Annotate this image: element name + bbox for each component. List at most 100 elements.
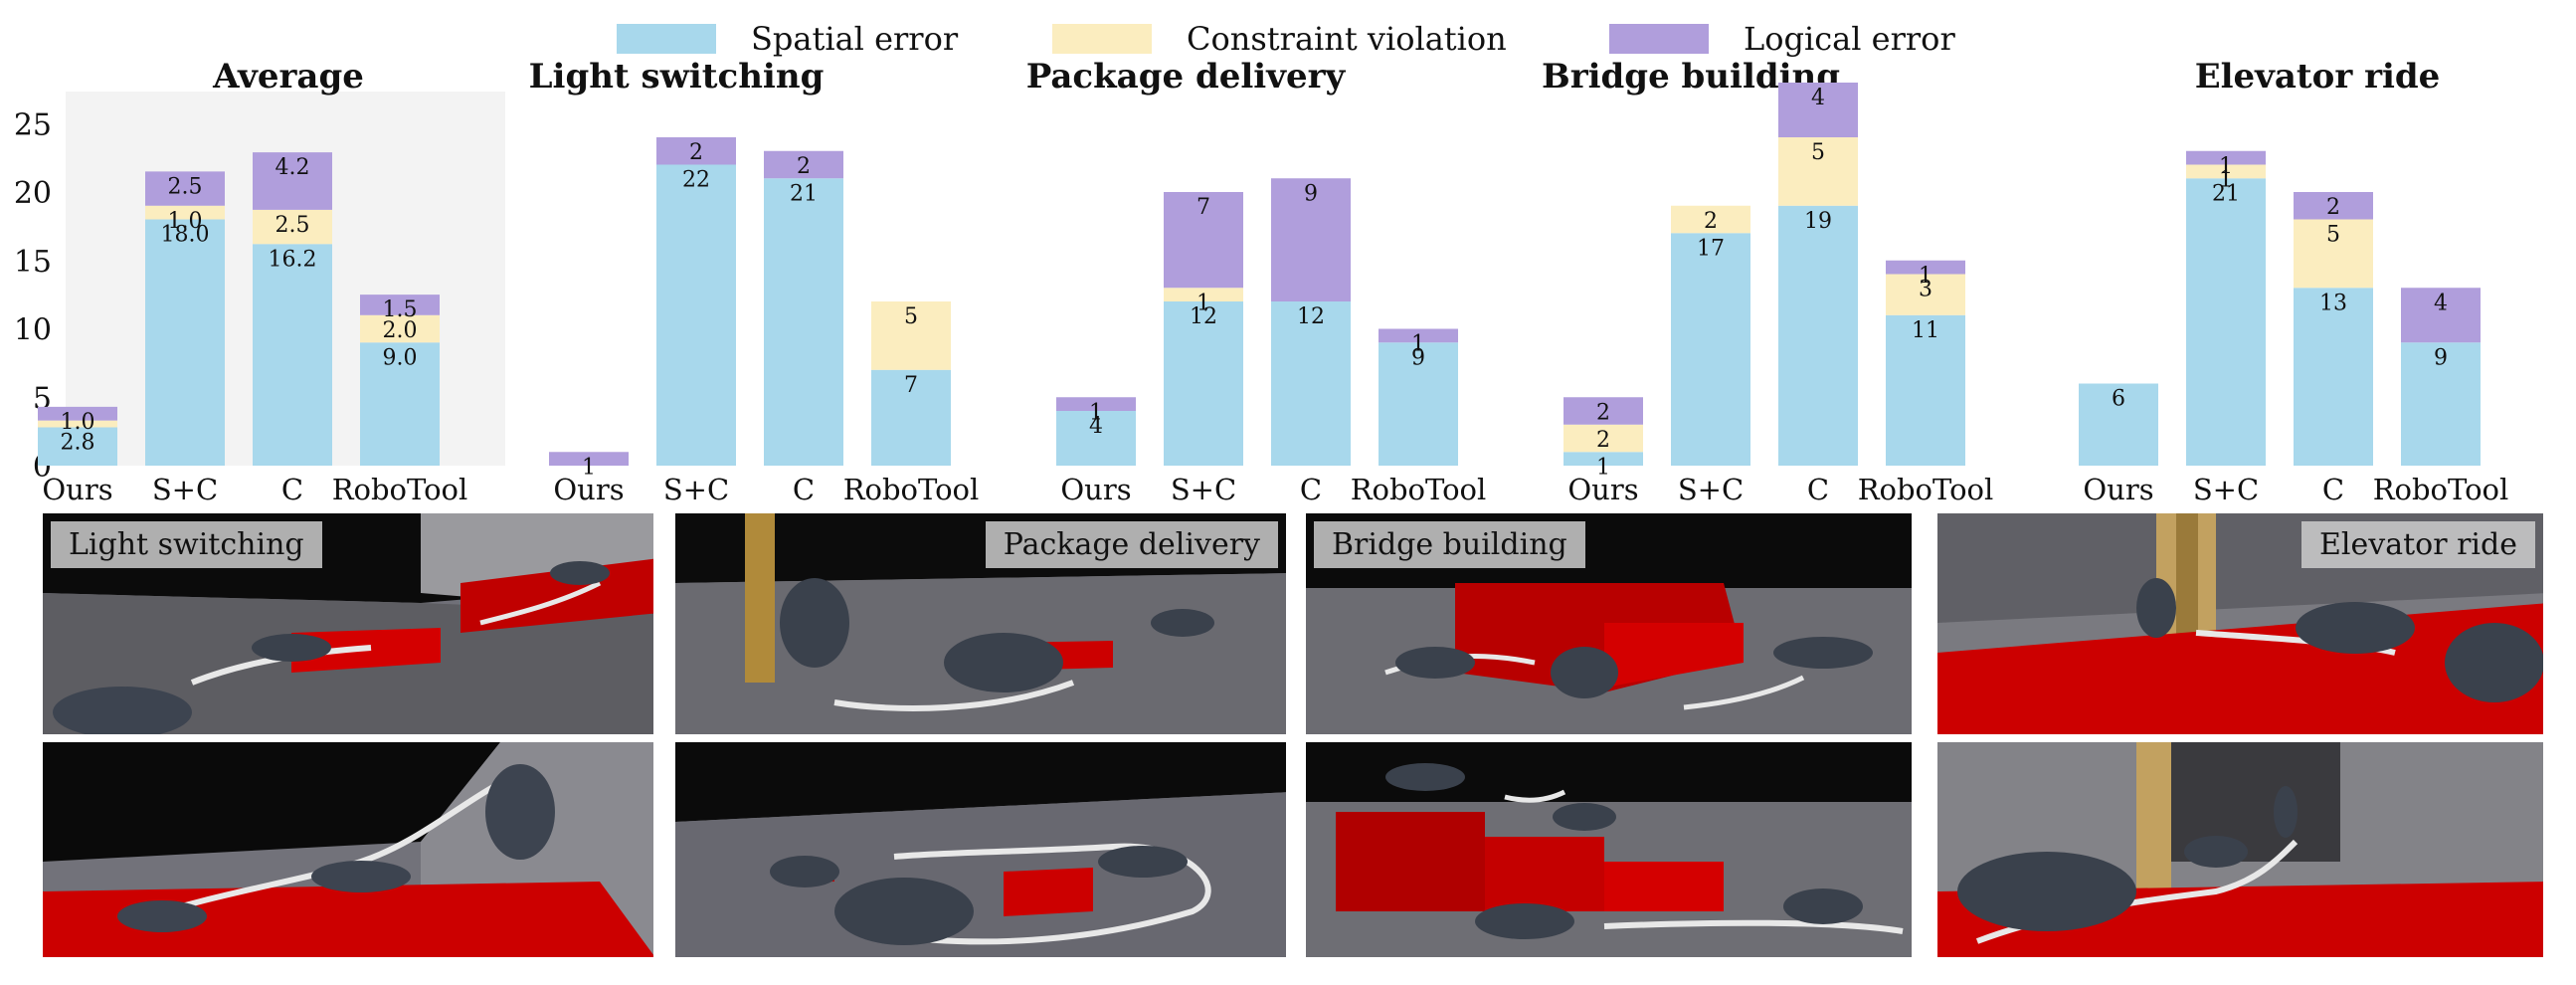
bar-value-label: 7 xyxy=(904,373,918,398)
bar-value-label: 2 xyxy=(2326,195,2340,220)
bar-segment xyxy=(1564,397,1643,425)
bar-value-label: 12 xyxy=(1297,304,1325,329)
bar-segment xyxy=(1671,205,1750,234)
panel-title: Light switching xyxy=(529,57,825,97)
bar-segment xyxy=(2294,192,2373,220)
bar-value-label: 1 xyxy=(1596,455,1610,480)
bar-segment xyxy=(1164,301,1243,466)
results-chart: Spatial error Constraint violation Logical… xyxy=(14,20,2508,506)
scene-elevator-bottom-image xyxy=(1937,742,2543,957)
bar-value-label: 1 xyxy=(2219,154,2233,179)
x-tick-label: Ours xyxy=(553,473,624,506)
bar-segment xyxy=(2294,219,2373,289)
bar-segment xyxy=(2079,383,2158,466)
bar-value-label: 13 xyxy=(2319,291,2347,315)
bar-segment xyxy=(1271,178,1351,301)
bar-segment xyxy=(2186,150,2266,165)
bar-segment xyxy=(2401,288,2481,343)
bar-value-label: 5 xyxy=(1811,140,1825,165)
bar-value-label: 4 xyxy=(2434,291,2448,315)
scene-light-bottom-image xyxy=(43,742,653,957)
panel-title: Elevator ride xyxy=(2195,57,2441,97)
bar-value-label: 2.0 xyxy=(383,318,418,343)
y-tick-label: 15 xyxy=(14,245,52,280)
x-tick-label: S+C xyxy=(2193,473,2259,506)
bar-value-label: 1 xyxy=(1919,264,1932,289)
bar-value-label: 1.5 xyxy=(383,297,418,322)
bar-segment xyxy=(1886,274,1965,315)
bar-segment xyxy=(145,219,225,466)
x-tick-label: Ours xyxy=(2083,473,2153,506)
scene-elevator-top-image xyxy=(1937,513,2543,734)
bar-segment xyxy=(145,205,225,220)
x-tick-label: S+C xyxy=(1171,473,1236,506)
x-tick-label: S+C xyxy=(663,473,729,506)
legend-label: Spatial error xyxy=(751,20,959,58)
x-tick-label: Ours xyxy=(1567,473,1638,506)
bar-value-label: 9 xyxy=(1411,345,1425,370)
bar-value-label: 1 xyxy=(1196,291,1210,315)
bar-segment xyxy=(656,164,736,466)
bar-segment xyxy=(1886,260,1965,275)
bar-value-label: 11 xyxy=(1912,318,1939,343)
bar-segment xyxy=(1379,328,1458,343)
scene-bridge-top-image xyxy=(1306,513,1912,734)
bar-value-label: 4 xyxy=(1089,414,1103,439)
scene-panel-light-top: Light switching xyxy=(40,510,656,737)
legend-swatch xyxy=(617,24,716,54)
bar-value-label: 2 xyxy=(797,154,811,179)
bar-segment xyxy=(1056,397,1136,411)
x-tick-label: S+C xyxy=(152,473,218,506)
legend-label: Logical error xyxy=(1744,20,1955,58)
x-tick-label: RoboTool xyxy=(332,473,468,506)
legend-swatch xyxy=(1609,24,1709,54)
bar-segment xyxy=(2186,164,2266,179)
y-tick-label: 20 xyxy=(14,176,52,211)
bar-value-label: 6 xyxy=(2112,387,2125,412)
scene-label: Package delivery xyxy=(985,521,1278,568)
bar-value-label: 21 xyxy=(2212,181,2240,206)
bar-value-label: 21 xyxy=(790,181,818,206)
bar-value-label: 17 xyxy=(1697,236,1725,261)
bar-value-label: 2 xyxy=(1704,209,1718,234)
bar-value-label: 1 xyxy=(1089,400,1103,425)
bar-segment xyxy=(1271,301,1351,466)
bar-segment xyxy=(1564,452,1643,466)
bar-segment xyxy=(1778,137,1858,206)
bar-segment xyxy=(38,406,117,421)
bar-segment xyxy=(2294,288,2373,466)
scene-panel-light-bottom xyxy=(40,739,656,960)
x-tick-label: RoboTool xyxy=(1351,473,1487,506)
bar-segment xyxy=(253,152,332,210)
bar-value-label: 1.0 xyxy=(61,410,95,435)
x-tick-label: Ours xyxy=(1060,473,1131,506)
bar-value-label: 12 xyxy=(1190,304,1217,329)
bar-value-label: 1.0 xyxy=(168,209,203,234)
x-tick-label: C xyxy=(281,473,303,506)
scene-panel-elevator-top: Elevator ride xyxy=(1934,510,2546,737)
bar-segment xyxy=(2186,178,2266,466)
bar-segment xyxy=(360,314,440,343)
bar-segment xyxy=(549,452,629,466)
scene-panel-package-bottom xyxy=(672,739,1289,960)
bar-segment xyxy=(1164,192,1243,289)
bar-segment xyxy=(360,295,440,315)
scene-panel-bridge-top: Bridge building xyxy=(1303,510,1915,737)
scene-panel-bridge-bottom xyxy=(1303,739,1915,960)
bar-value-label: 2 xyxy=(1596,400,1610,425)
scene-label: Elevator ride xyxy=(2301,521,2535,568)
y-tick-label: 10 xyxy=(14,313,52,348)
bar-value-label: 18.0 xyxy=(161,223,210,248)
bar-segment xyxy=(253,244,332,466)
bar-value-label: 9 xyxy=(2434,345,2448,370)
bar-value-label: 19 xyxy=(1804,209,1832,234)
bar-segment xyxy=(1778,205,1858,466)
bar-value-label: 2.5 xyxy=(276,213,310,238)
x-tick-label: S+C xyxy=(1678,473,1744,506)
bar-value-label: 4 xyxy=(1811,86,1825,110)
bar-value-label: 1 xyxy=(582,455,596,480)
bar-segment xyxy=(253,209,332,245)
bar-value-label: 22 xyxy=(682,168,710,193)
x-tick-label: C xyxy=(1807,473,1829,506)
bar-value-label: 5 xyxy=(2326,223,2340,248)
